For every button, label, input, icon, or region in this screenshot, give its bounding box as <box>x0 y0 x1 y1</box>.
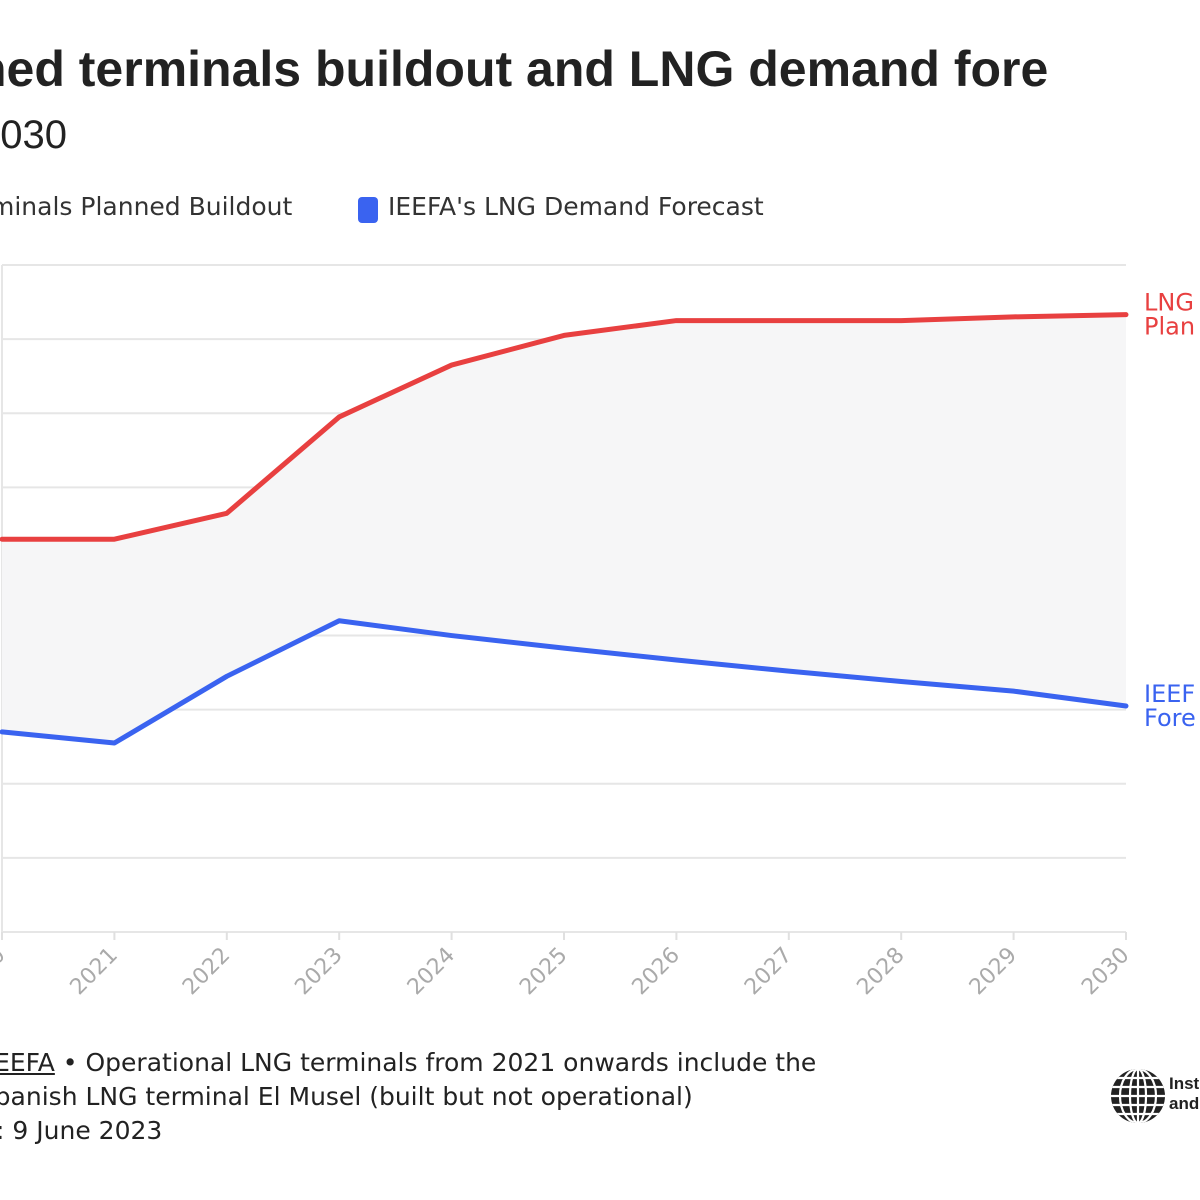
logo-text: Inst and <box>1169 1074 1199 1114</box>
x-tick-label: 0 <box>0 943 10 971</box>
legend-label-buildout: minals Planned Buildout <box>0 192 293 221</box>
x-tick-label: 2027 <box>740 943 797 1000</box>
legend-label-forecast: IEEFA's LNG Demand Forecast <box>388 192 764 221</box>
source-link[interactable]: IEEFA <box>0 1048 55 1077</box>
line-chart: 0 2021 2022 2023 2024 2025 2026 2027 2028 2029 203… <box>0 264 1196 1000</box>
footnote-line-2: d Spanish LNG terminal El Musel (built b… <box>0 1082 693 1111</box>
gap-area <box>2 314 1126 744</box>
logo-text-line-2: and <box>1169 1094 1200 1113</box>
x-tick-label: 2026 <box>628 943 685 1000</box>
end-label-forecast: Fore <box>1144 704 1196 732</box>
chart-subtitle: 2030 <box>0 113 67 157</box>
footnote-updated: ted: 9 June 2023 <box>0 1116 163 1145</box>
x-tick-label: 2029 <box>965 943 1022 1000</box>
x-tick-label: 2030 <box>1077 943 1134 1000</box>
end-label-forecast: IEEF <box>1144 680 1195 708</box>
x-tick-label: 2024 <box>403 943 460 1000</box>
end-label-buildout: LNG <box>1144 289 1194 317</box>
x-tick-label: 2028 <box>852 943 909 1000</box>
logo-text-line-1: Inst <box>1169 1074 1200 1093</box>
footnote: E, IEEFA • Operational LNG terminals fro… <box>0 1046 915 1148</box>
end-label-buildout: Plan <box>1144 313 1195 341</box>
legend-swatch-forecast <box>358 197 378 223</box>
chart-title: ned terminals buildout and LNG demand fo… <box>0 41 1049 97</box>
footnote-note: • Operational LNG terminals from 2021 on… <box>54 1048 817 1077</box>
globe-icon <box>1111 1069 1165 1123</box>
x-tick-label: 2021 <box>66 943 123 1000</box>
x-tick-label: 2023 <box>290 943 347 1000</box>
x-tick-label: 2022 <box>178 943 235 1000</box>
footnote-line-1: E, IEEFA • Operational LNG terminals fro… <box>0 1046 915 1080</box>
x-tick-label: 2025 <box>515 943 572 1000</box>
